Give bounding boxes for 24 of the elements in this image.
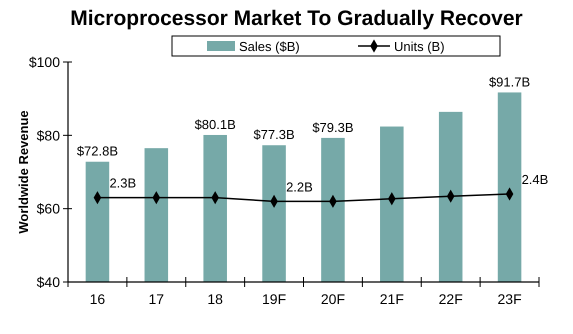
x-tick-label: 23F <box>498 291 522 307</box>
x-tick-label: 22F <box>438 291 463 307</box>
y-tick-label: $40 <box>36 274 60 290</box>
data-label: $80.1B <box>194 116 236 132</box>
x-tick-label: 17 <box>148 291 164 307</box>
legend-label: Sales ($B) <box>239 39 300 54</box>
x-tick-label: 20F <box>320 291 345 307</box>
data-label: $79.3B <box>312 120 354 135</box>
chart-title: Microprocessor Market To Gradually Recover <box>70 7 523 30</box>
y-axis-title: Worldwide Revenue <box>16 110 31 234</box>
y-tick-label: $80 <box>36 127 60 144</box>
x-tick-label: 21F <box>380 291 404 307</box>
data-label: $91.7B <box>488 74 530 90</box>
x-tick-label: 16 <box>90 291 106 307</box>
y-tick-label: $100 <box>28 54 60 70</box>
legend-label: Units (B) <box>394 39 445 54</box>
y-tick-label: $60 <box>36 200 60 217</box>
x-tick-label: 19F <box>262 291 286 307</box>
data-label: 2.2B <box>286 179 313 194</box>
data-label: 2.3B <box>109 176 136 191</box>
data-label: $72.8B <box>76 144 118 159</box>
data-label: $77.3B <box>253 127 295 142</box>
x-tick-label: 18 <box>207 291 224 307</box>
data-label: 2.4B <box>522 172 548 187</box>
